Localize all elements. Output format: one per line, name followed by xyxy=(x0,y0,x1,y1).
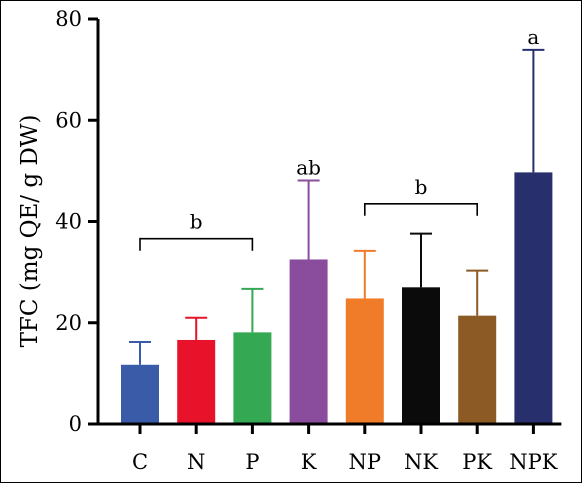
x-tick-label: K xyxy=(301,450,317,474)
y-ticks-group: 0 20 40 60 80 xyxy=(55,7,98,436)
bar xyxy=(458,315,497,424)
y-tick-label: 0 xyxy=(69,412,82,436)
y-tick-label: 40 xyxy=(55,210,82,234)
x-tick-label: NPK xyxy=(509,450,558,474)
annotations-group: b ab b a xyxy=(139,25,539,251)
bar xyxy=(121,364,159,424)
y-tick-label: 80 xyxy=(55,7,82,31)
significance-label: a xyxy=(527,25,539,49)
bars-group xyxy=(121,172,553,424)
significance-label: b xyxy=(415,175,428,199)
y-tick-label: 20 xyxy=(55,311,82,335)
x-tick-label: PK xyxy=(462,450,492,474)
error-bars-group xyxy=(129,48,545,365)
significance-bracket xyxy=(364,202,478,216)
bar xyxy=(402,287,440,424)
bar xyxy=(233,332,272,424)
x-tick-label: N xyxy=(187,450,205,474)
significance-label: b xyxy=(190,210,203,234)
x-tick-label: C xyxy=(132,450,148,474)
bar xyxy=(289,259,328,424)
significance-bracket xyxy=(139,237,254,251)
x-tick-label: NK xyxy=(404,450,438,474)
x-tick-label: NP xyxy=(349,450,382,474)
bar xyxy=(177,339,216,424)
bar xyxy=(345,298,384,424)
x-ticks-group: C N P K NP NK PK NPK xyxy=(132,424,558,474)
y-axis-label: TFC (mg QE/ g DW) xyxy=(17,115,43,348)
y-tick-label: 60 xyxy=(55,108,82,132)
bar xyxy=(514,172,553,424)
x-tick-label: P xyxy=(245,450,259,474)
significance-label: ab xyxy=(296,155,321,179)
